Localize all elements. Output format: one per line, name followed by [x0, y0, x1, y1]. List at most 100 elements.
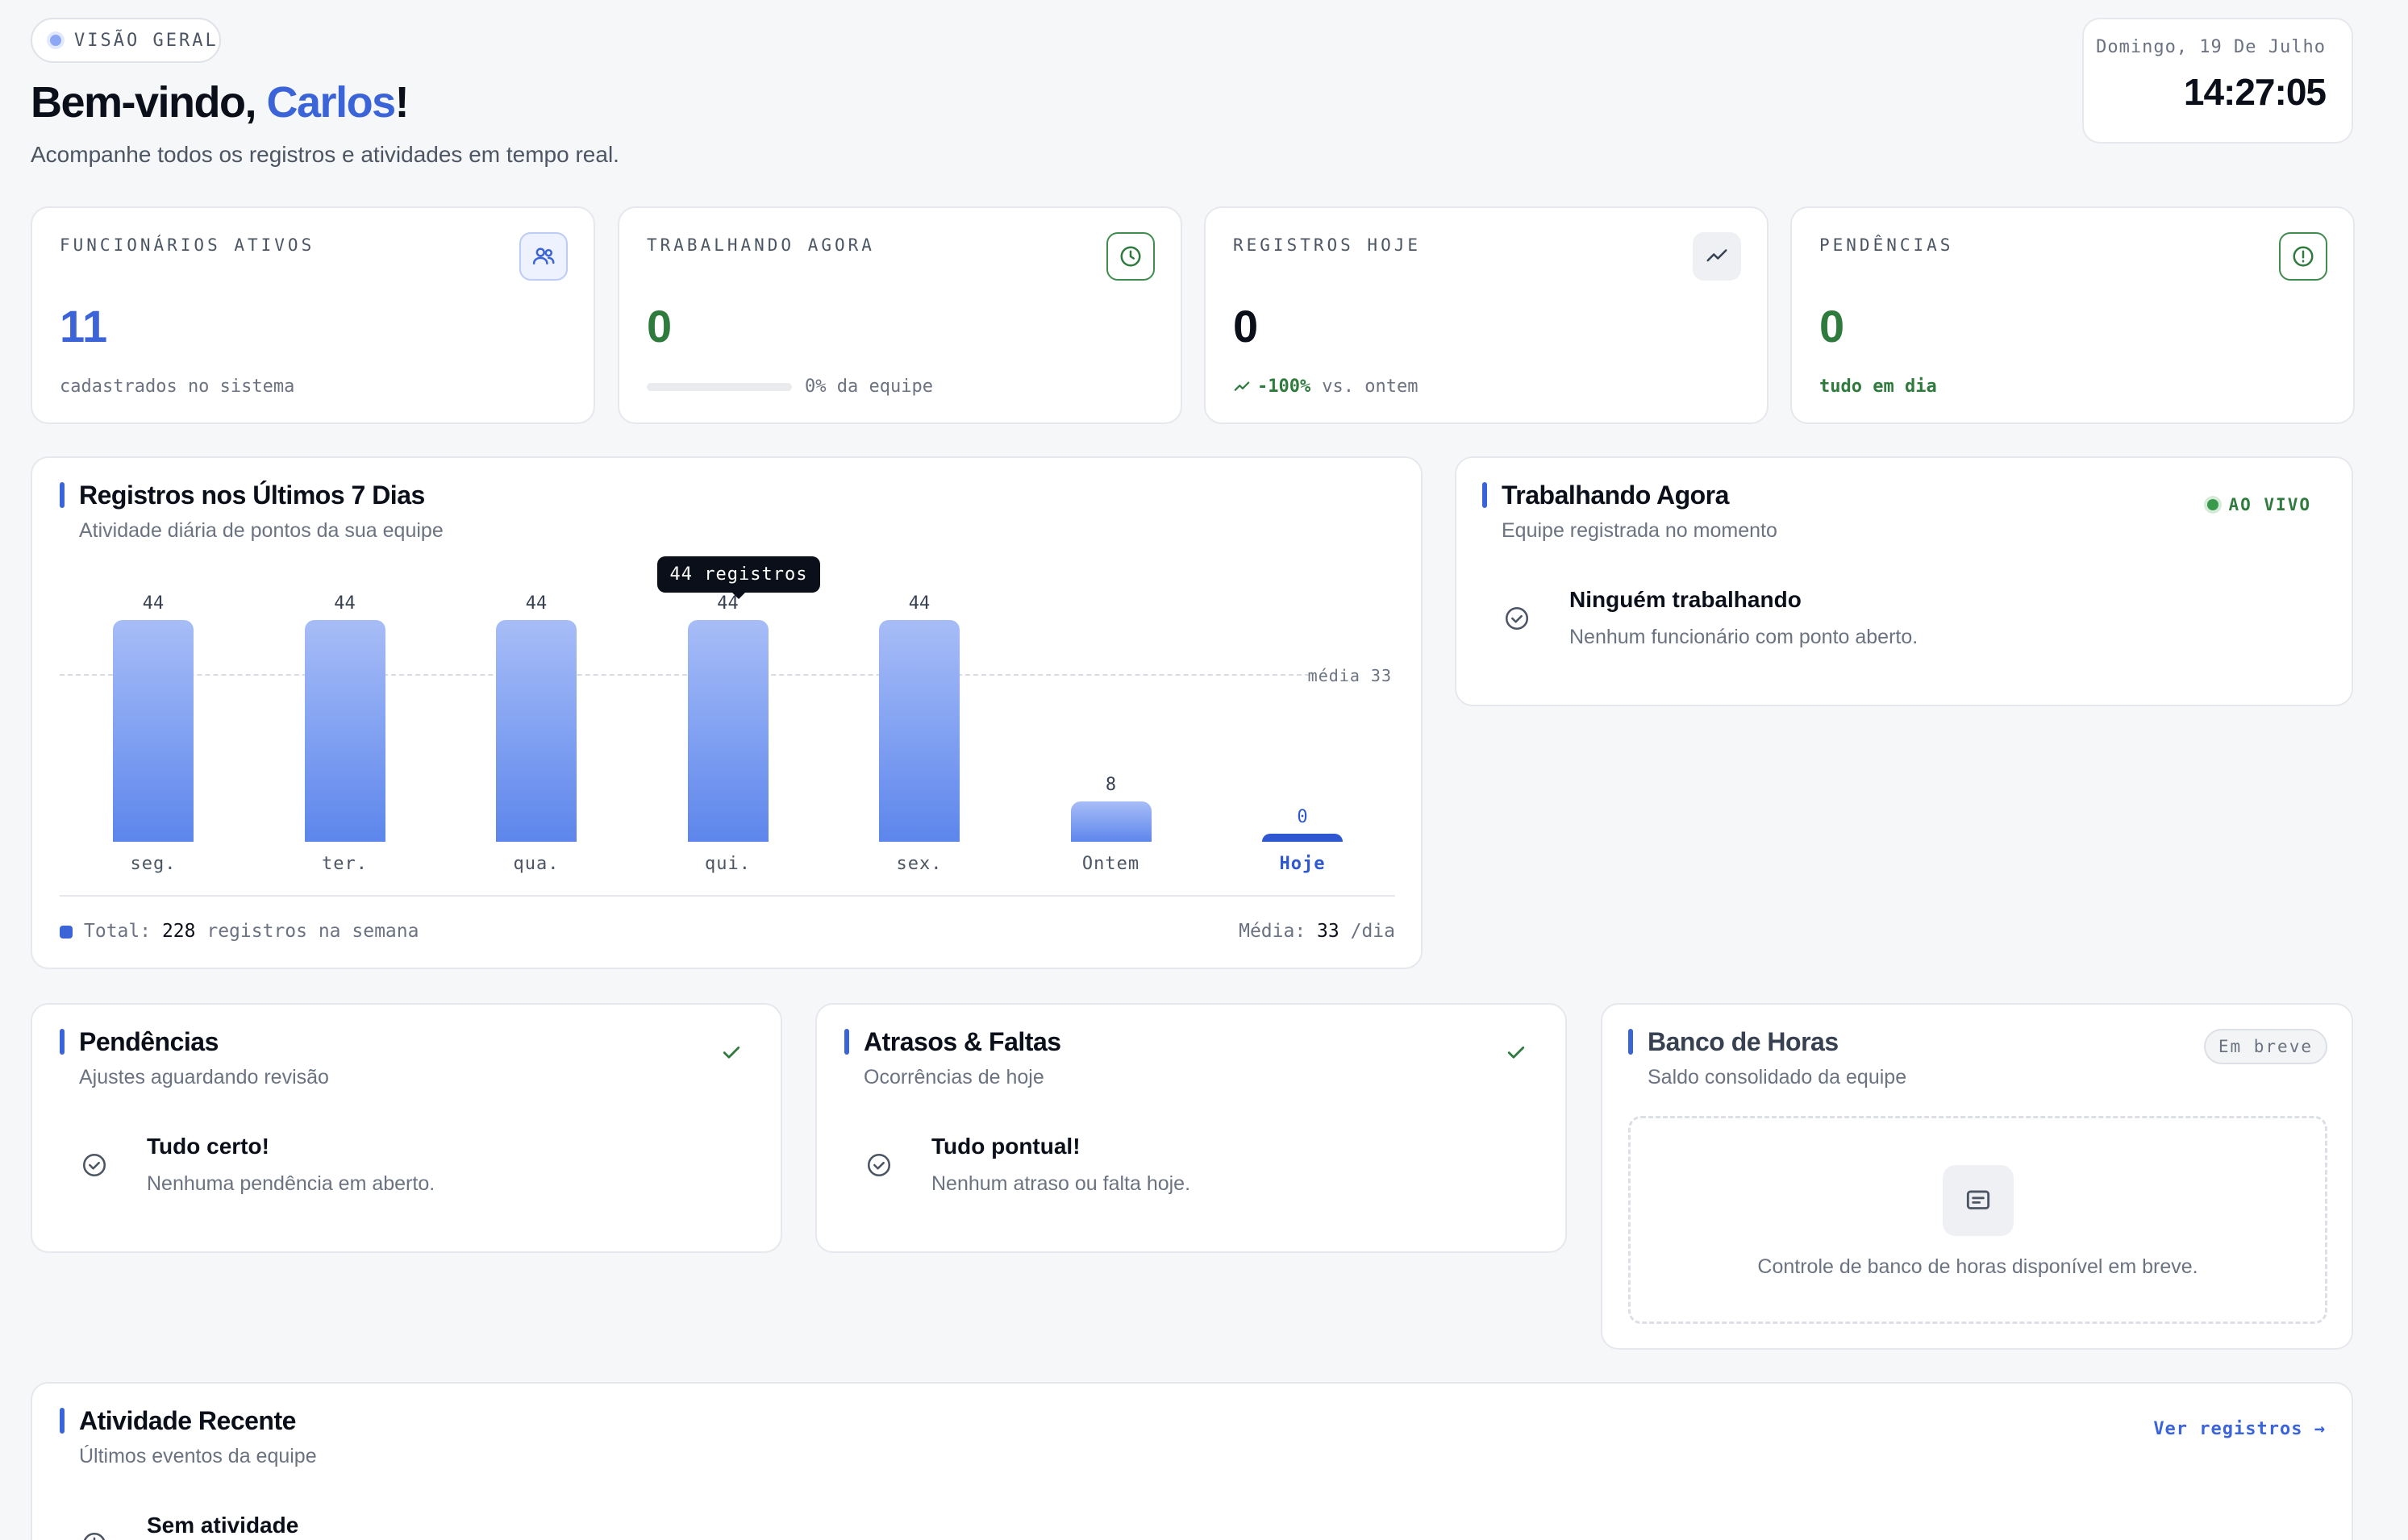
trend-chart-icon	[1693, 232, 1741, 281]
avg-suffix: /dia	[1350, 921, 1395, 942]
chart-bar[interactable]	[1070, 801, 1152, 842]
greeting-end: !	[394, 78, 410, 127]
check-icon	[1507, 1047, 1525, 1059]
bar-chart: média 33 44 seg. 44 ter. 44 qua. 44 qui. 44 sex. 8…	[60, 579, 1398, 874]
section-subtitle: Saldo consolidado da equipe	[1648, 1066, 1907, 1088]
check-circle-icon	[867, 1153, 891, 1177]
page-title: Bem-vindo, Carlos!	[31, 77, 410, 127]
section-title: Pendências	[60, 1027, 219, 1057]
view-records-link[interactable]: Ver registros →	[2153, 1419, 2326, 1439]
chart-tooltip: 44 registros	[656, 556, 821, 599]
weekly-records-card: Registros nos Últimos 7 Dias Atividade d…	[31, 456, 1423, 969]
stat-footer: -100% vs. ontem	[1233, 377, 1418, 397]
users-icon	[519, 232, 568, 281]
section-subtitle: Atividade diária de pontos da sua equipe	[79, 519, 444, 542]
chart-average: Média: 33 /dia	[1239, 921, 1395, 942]
stat-card-pending: PENDÊNCIAS 0 tudo em dia	[1790, 206, 2355, 424]
recent-activity-card: Atividade Recente Últimos eventos da equ…	[31, 1382, 2353, 1540]
section-subtitle: Ocorrências de hoje	[864, 1066, 1044, 1088]
average-line	[60, 674, 1310, 676]
check-icon	[723, 1047, 740, 1059]
clock-icon	[1106, 232, 1155, 281]
coming-soon-message: Controle de banco de horas disponível em…	[1757, 1255, 2198, 1278]
status-dot-icon	[50, 35, 61, 46]
section-title: Atividade Recente	[60, 1406, 296, 1436]
stat-footer: 0% da equipe	[647, 377, 933, 397]
empty-description: Nenhum funcionário com ponto aberto.	[1569, 626, 1918, 648]
chart-bar[interactable]	[113, 620, 194, 842]
stat-value: 0	[1233, 301, 1259, 352]
check-circle-icon	[1505, 606, 1529, 631]
stat-footer-text: vs. ontem	[1322, 377, 1419, 397]
section-title: Banco de Horas	[1628, 1027, 1839, 1057]
average-label: média 33	[1307, 666, 1392, 685]
chart-bar[interactable]	[687, 620, 769, 842]
empty-title: Ninguém trabalhando	[1569, 587, 1802, 612]
section-subtitle: Ajustes aguardando revisão	[79, 1066, 329, 1088]
total-value: 228	[161, 921, 196, 942]
bar-category-label: ter.	[322, 854, 368, 874]
bar-value-label: 8	[1105, 775, 1117, 795]
bar-value-label: 44	[717, 593, 739, 614]
stat-footer: tudo em dia	[1819, 377, 1937, 397]
current-time: 14:27:05	[2183, 71, 2327, 113]
overview-badge: VISÃO GERAL	[31, 18, 221, 63]
section-title: Trabalhando Agora	[1482, 481, 1729, 510]
avg-value: 33	[1317, 921, 1339, 942]
current-date: Domingo, 19 De Julho	[2096, 37, 2326, 57]
total-suffix: registros na semana	[206, 921, 419, 942]
team-progress-bar	[647, 382, 792, 391]
section-title: Atrasos & Faltas	[844, 1027, 1061, 1057]
chart-bar[interactable]	[879, 620, 960, 842]
stat-value: 0	[1819, 301, 1845, 352]
user-name: Carlos	[266, 78, 397, 127]
stat-value: 0	[647, 301, 673, 352]
avg-prefix: Média:	[1239, 921, 1306, 942]
coming-soon-badge: Em breve	[2203, 1029, 2327, 1064]
bar-category-label: qua.	[513, 854, 560, 874]
empty-state: Ninguém trabalhando Nenhum funcionário c…	[1503, 587, 1918, 649]
overview-badge-label: VISÃO GERAL	[74, 30, 219, 51]
bar-category-label: Ontem	[1081, 854, 1140, 874]
live-label: AO VIVO	[2228, 495, 2311, 514]
trend-icon	[1234, 381, 1250, 391]
empty-state: Sem atividade	[81, 1513, 298, 1540]
bar-category-label: Hoje	[1279, 854, 1326, 874]
bar-category-label: seg.	[130, 854, 177, 874]
stat-footer: cadastrados no sistema	[60, 377, 295, 397]
trend-value: -100%	[1257, 377, 1311, 397]
stat-card-active-employees: FUNCIONÁRIOS ATIVOS 11 cadastrados no si…	[31, 206, 595, 424]
working-now-card: Trabalhando Agora Equipe registrada no m…	[1455, 456, 2353, 706]
chart-baseline	[60, 895, 1395, 897]
section-subtitle: Últimos eventos da equipe	[79, 1445, 317, 1467]
stat-label: REGISTROS HOJE	[1233, 235, 1422, 255]
chart-bar[interactable]	[304, 620, 385, 842]
live-dot-icon	[2207, 499, 2219, 510]
stat-label: TRABALHANDO AGORA	[647, 235, 875, 255]
chart-bar[interactable]	[496, 620, 577, 842]
live-badge: AO VIVO	[2207, 495, 2311, 514]
bar-value-label: 44	[525, 593, 548, 614]
empty-description: Nenhuma pendência em aberto.	[147, 1172, 435, 1195]
bar-value-label: 44	[908, 593, 931, 614]
stat-label: FUNCIONÁRIOS ATIVOS	[60, 235, 315, 255]
bar-value-label: 44	[334, 593, 356, 614]
section-title: Registros nos Últimos 7 Dias	[60, 481, 425, 510]
bar-category-label: qui.	[705, 854, 751, 874]
delays-absences-card: Atrasos & Faltas Ocorrências de hoje Tud…	[815, 1003, 1567, 1253]
greeting-text: Bem-vindo,	[31, 78, 267, 127]
bar-value-label: 0	[1297, 807, 1308, 827]
check-circle-icon	[82, 1153, 106, 1177]
clock-card: Domingo, 19 De Julho 14:27:05	[2082, 18, 2353, 144]
page-subtitle: Acompanhe todos os registros e atividade…	[31, 142, 619, 167]
message-icon	[1942, 1165, 2014, 1236]
empty-title: Tudo certo!	[147, 1134, 269, 1159]
empty-description: Nenhum atraso ou falta hoje.	[931, 1172, 1191, 1195]
stat-footer-text: 0% da equipe	[805, 377, 933, 397]
pending-card: Pendências Ajustes aguardando revisão Tu…	[31, 1003, 782, 1253]
section-subtitle: Equipe registrada no momento	[1502, 519, 1777, 542]
empty-state: Tudo pontual! Nenhum atraso ou falta hoj…	[865, 1134, 1190, 1196]
stat-value: 11	[60, 301, 108, 352]
chart-bar[interactable]	[1262, 834, 1343, 842]
empty-state: Tudo certo! Nenhuma pendência em aberto.	[81, 1134, 435, 1196]
